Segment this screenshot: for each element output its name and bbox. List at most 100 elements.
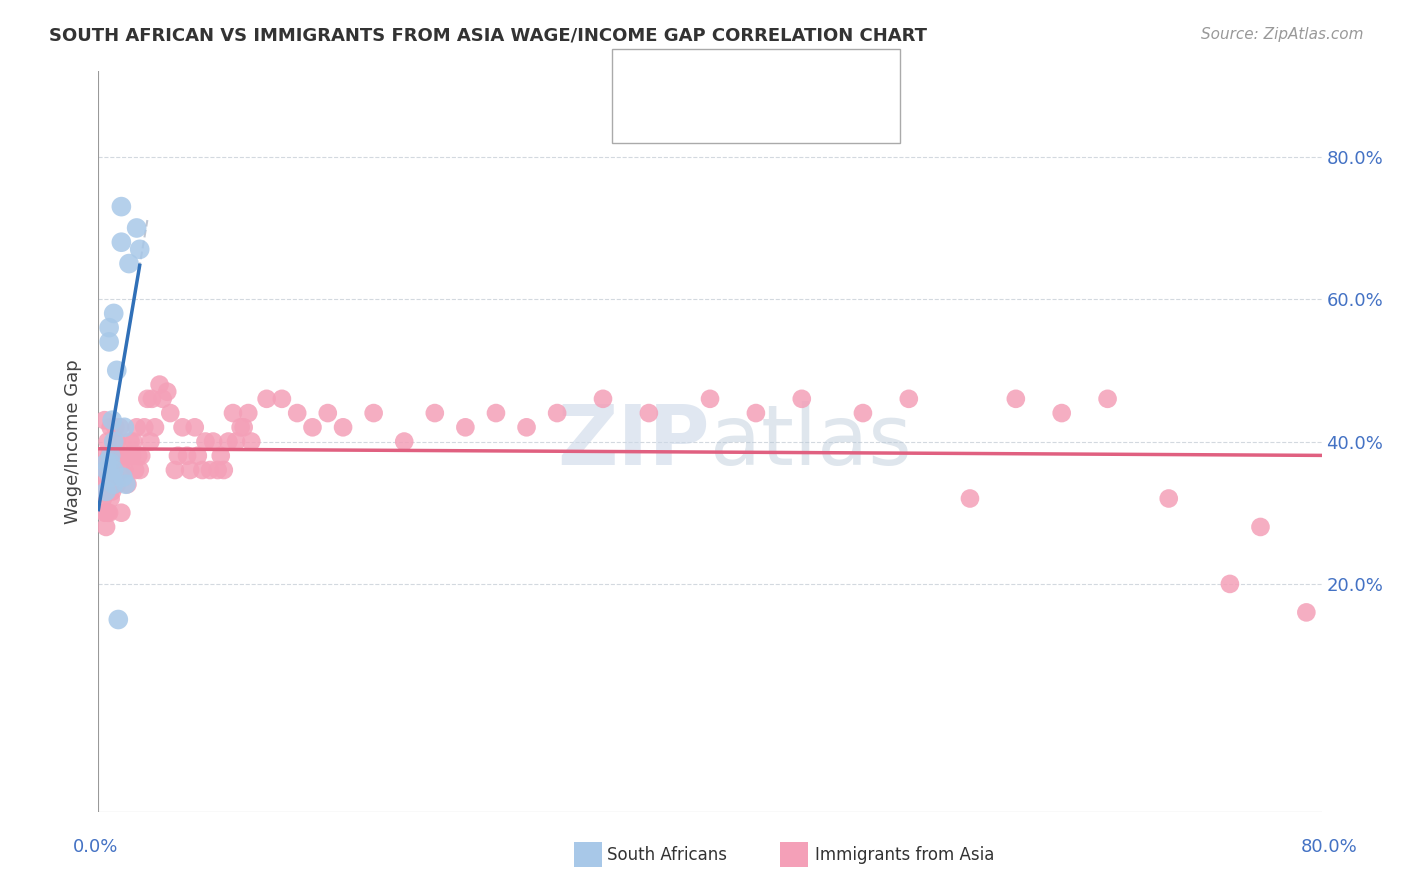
Point [546,406,568,420]
Point [107,449,129,463]
Point [97,477,120,491]
Point [217,434,239,449]
Point [105,477,128,491]
Point [94,484,117,499]
Point [172,420,194,434]
Point [163,463,186,477]
Text: Immigrants from Asia: Immigrants from Asia [815,846,995,863]
Point [107,613,129,627]
Point [179,463,201,477]
Point [98,449,121,463]
Point [285,406,308,420]
Point [110,200,132,214]
Text: atlas: atlas [710,401,911,482]
Point [141,392,163,406]
Point [91,449,114,463]
Point [100,456,122,470]
Point [100,449,122,463]
Point [332,420,354,434]
Point [118,449,141,463]
Point [101,484,124,499]
Text: South Africans: South Africans [607,846,727,863]
Point [94,456,117,470]
Point [485,406,508,420]
Point [125,420,148,434]
Point [637,406,661,420]
Point [1219,577,1241,591]
Point [229,420,252,434]
Point [90,470,112,484]
Point [105,363,128,377]
Point [108,420,131,434]
Point [111,449,134,463]
Point [98,506,121,520]
Point [103,306,125,320]
Point [93,413,115,427]
Y-axis label: Wage/Income Gap: Wage/Income Gap [65,359,83,524]
Point [103,434,125,449]
Point [1004,392,1026,406]
Text: R = 0.051   N = 102: R = 0.051 N = 102 [671,103,868,123]
Point [128,243,150,257]
Point [240,434,263,449]
Point [516,420,538,434]
Point [222,406,245,420]
Point [98,470,121,484]
Point [134,420,156,434]
Point [103,463,125,477]
Point [699,392,721,406]
Point [176,449,198,463]
Point [592,392,614,406]
Point [256,392,278,406]
Point [745,406,768,420]
Point [423,406,446,420]
Point [790,392,813,406]
Point [316,406,339,420]
Point [98,320,121,334]
Point [191,463,214,477]
Point [100,491,122,506]
Point [202,434,225,449]
Point [212,463,235,477]
Point [110,463,132,477]
Point [167,449,190,463]
Point [232,420,254,434]
Point [104,420,127,434]
Point [128,463,150,477]
Text: Source: ZipAtlas.com: Source: ZipAtlas.com [1201,27,1364,42]
Point [187,449,209,463]
Point [149,377,172,392]
Point [120,434,142,449]
Point [112,463,135,477]
Point [301,420,323,434]
Point [225,434,247,449]
Point [94,506,117,520]
Point [392,434,416,449]
Point [94,484,117,499]
Text: R = 0.535   N =  23: R = 0.535 N = 23 [671,63,862,83]
Point [139,434,162,449]
Point [198,463,221,477]
Text: ZIP: ZIP [558,401,710,482]
Point [94,463,117,477]
Point [159,406,181,420]
Text: SOUTH AFRICAN VS IMMIGRANTS FROM ASIA WAGE/INCOME GAP CORRELATION CHART: SOUTH AFRICAN VS IMMIGRANTS FROM ASIA WA… [49,27,927,45]
Point [94,463,117,477]
Point [97,506,120,520]
Point [100,470,122,484]
Point [156,384,179,399]
Point [124,463,146,477]
Point [897,392,920,406]
Point [209,449,232,463]
Point [117,477,139,491]
Point [101,449,124,463]
Point [122,434,145,449]
Point [184,420,207,434]
Point [93,506,115,520]
Point [121,449,143,463]
Point [97,463,120,477]
Point [143,420,166,434]
Point [1295,606,1317,620]
Point [152,392,174,406]
Point [207,463,229,477]
